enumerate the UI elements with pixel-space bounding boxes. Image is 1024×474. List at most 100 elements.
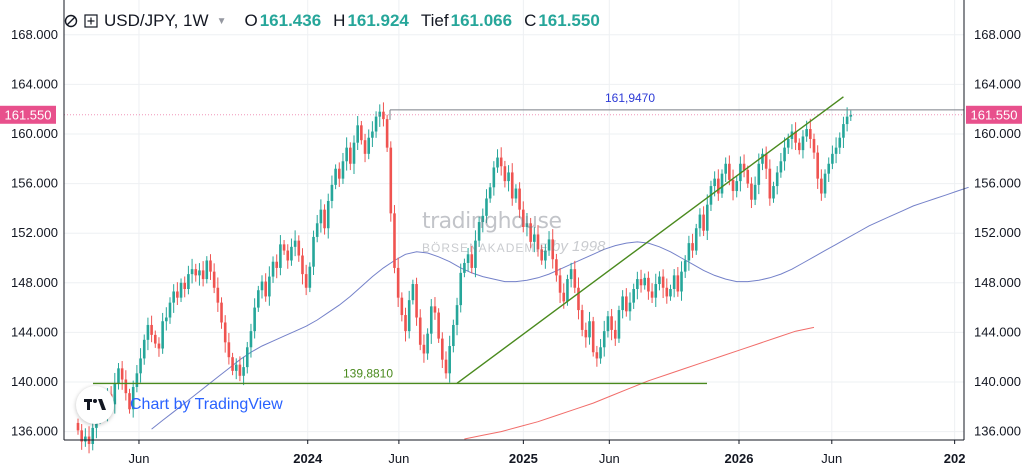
- candle-body: [812, 138, 816, 153]
- candle-body: [437, 312, 440, 339]
- candle: [220, 297, 223, 329]
- candle: [286, 244, 290, 269]
- candle-body: [205, 260, 209, 280]
- candle-body: [271, 261, 275, 277]
- candle: [691, 233, 694, 258]
- candle-body: [849, 114, 853, 117]
- candle: [463, 258, 466, 278]
- candle-body: [654, 284, 658, 298]
- candle: [282, 240, 286, 255]
- candle-body: [610, 316, 613, 330]
- candle: [422, 334, 426, 363]
- candle: [150, 315, 153, 343]
- candle: [661, 269, 665, 299]
- candle-body: [415, 284, 418, 318]
- tradingview-logo-icon[interactable]: [76, 386, 114, 424]
- candle: [113, 372, 117, 414]
- chevron-down-icon[interactable]: ▼: [216, 15, 227, 27]
- candle: [529, 217, 532, 249]
- candle-body: [187, 274, 190, 289]
- open-label: O: [244, 11, 258, 30]
- candle-body: [661, 276, 665, 288]
- candle: [676, 267, 680, 297]
- candle: [172, 284, 175, 313]
- candle: [834, 137, 838, 164]
- candle-body: [672, 275, 676, 289]
- level-layer: 139,8810 161,9470 161.550 161.550: [0, 91, 1022, 385]
- candle: [632, 283, 635, 309]
- candle-body: [441, 338, 444, 360]
- candle: [418, 309, 422, 351]
- candle: [606, 310, 610, 338]
- candle-body: [507, 172, 510, 182]
- candle: [80, 424, 83, 450]
- candle-body: [176, 291, 179, 298]
- candle-body: [234, 364, 238, 371]
- candle: [400, 292, 404, 322]
- candle-body: [135, 373, 139, 387]
- candle: [455, 297, 459, 336]
- low-label: Tief: [420, 11, 449, 30]
- symbol-label[interactable]: USD/JPY, 1W: [104, 11, 209, 30]
- candle: [625, 288, 628, 317]
- candle: [687, 235, 691, 271]
- candle: [628, 292, 632, 321]
- close-value: 161.550: [538, 11, 600, 30]
- candle: [669, 284, 672, 301]
- candle-body: [297, 240, 301, 256]
- y-tick-label-left: 156.000: [11, 176, 58, 191]
- candle-body: [308, 266, 312, 288]
- candle-body: [282, 244, 286, 251]
- add-symbol-icon[interactable]: [84, 14, 98, 28]
- candle: [731, 169, 735, 201]
- candle: [643, 273, 647, 290]
- candle: [157, 337, 161, 357]
- candle-body: [569, 269, 573, 280]
- candle: [404, 307, 407, 342]
- x-tick-label: 202: [944, 451, 966, 466]
- candle-body: [201, 270, 205, 280]
- collapse-icon[interactable]: [64, 14, 78, 28]
- candle-body: [551, 239, 555, 260]
- candle: [393, 205, 396, 274]
- candle-body: [617, 310, 621, 339]
- candle: [654, 273, 658, 307]
- candle-body: [805, 129, 808, 137]
- candle-body: [816, 152, 819, 179]
- candle: [514, 184, 518, 203]
- candle: [503, 160, 507, 188]
- candle-body: [153, 334, 157, 344]
- candle: [209, 254, 212, 280]
- chart-header: USD/JPY, 1W ▼ O 161.436 H 161.924 Tief 1…: [64, 8, 612, 34]
- candle-body: [279, 244, 282, 268]
- attribution-text[interactable]: Chart by TradingView: [130, 396, 283, 413]
- candle: [176, 282, 179, 305]
- candle: [198, 263, 201, 286]
- candle-body: [599, 347, 602, 359]
- candle: [385, 114, 389, 152]
- candle-body: [194, 269, 198, 276]
- candle-body: [113, 383, 117, 405]
- candle-body: [562, 292, 566, 302]
- candle-body: [613, 329, 617, 339]
- candle: [573, 260, 577, 294]
- candle-body: [76, 422, 80, 431]
- candle-body: [183, 282, 187, 289]
- candle: [720, 169, 724, 198]
- candle: [547, 231, 551, 256]
- candle-body: [786, 138, 790, 148]
- candle-layer: [76, 102, 853, 454]
- candle-body: [407, 300, 411, 332]
- y-tick-label-right: 148.000: [974, 275, 1021, 290]
- candle: [783, 137, 786, 171]
- candle: [665, 278, 669, 304]
- candle: [580, 304, 584, 337]
- candle: [161, 312, 164, 354]
- candle-body: [352, 142, 356, 164]
- candle-body: [190, 269, 194, 275]
- candle-body: [198, 270, 201, 276]
- candle-body: [639, 279, 643, 286]
- candle: [698, 208, 702, 237]
- close-label: C: [524, 11, 537, 30]
- candle-body: [595, 352, 599, 359]
